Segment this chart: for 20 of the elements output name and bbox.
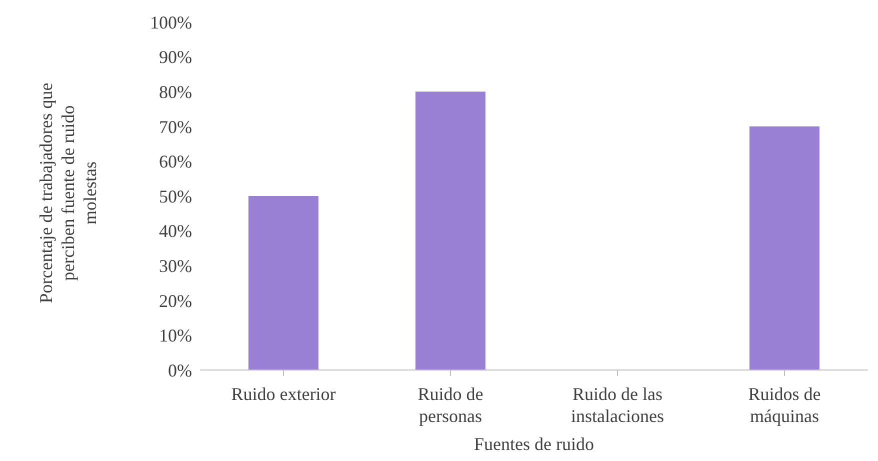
y-tick-label: 40% xyxy=(159,221,192,242)
y-tick-label: 60% xyxy=(159,152,192,172)
x-tick-label: Ruidos de máquinas xyxy=(748,384,821,426)
y-tick-label: 100% xyxy=(150,12,192,32)
x-axis-title: Fuentes de ruido xyxy=(474,434,594,454)
y-tick-label: 70% xyxy=(159,116,192,137)
y-tick-label: 90% xyxy=(159,47,192,68)
bar xyxy=(749,126,820,370)
x-tick-label: Ruido exterior xyxy=(231,384,336,404)
bar xyxy=(415,92,486,370)
bar xyxy=(248,196,318,370)
y-tick-label: 10% xyxy=(159,326,192,346)
y-tick-label: 50% xyxy=(159,186,192,206)
x-tick-label: Ruido de personas xyxy=(418,384,484,426)
x-tick-label: Ruido de las instalaciones xyxy=(571,384,664,426)
y-tick-label: 20% xyxy=(159,290,192,311)
y-axis-title: Porcentaje de trabajadores que perciben fuente de ruido molestas xyxy=(36,82,100,304)
y-tick-label: 30% xyxy=(159,256,192,276)
y-tick-label: 0% xyxy=(168,360,192,380)
y-tick-label: 80% xyxy=(159,82,192,102)
